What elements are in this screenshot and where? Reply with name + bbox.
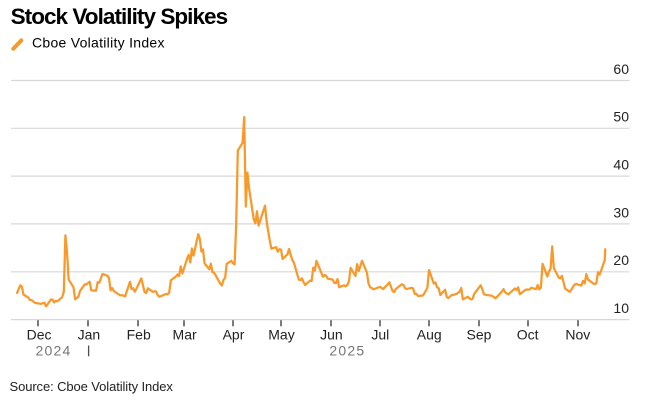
svg-text:20: 20: [613, 252, 629, 268]
svg-text:60: 60: [613, 61, 629, 77]
svg-text:30: 30: [613, 204, 629, 220]
svg-text:Mar: Mar: [173, 327, 197, 343]
svg-text:Jan: Jan: [78, 327, 101, 343]
svg-text:May: May: [268, 327, 294, 343]
svg-text:10: 10: [613, 300, 629, 316]
svg-text:Apr: Apr: [223, 327, 245, 343]
svg-text:Aug: Aug: [417, 327, 442, 343]
svg-text:Sep: Sep: [467, 327, 492, 343]
svg-text:Jun: Jun: [320, 327, 343, 343]
svg-text:Nov: Nov: [565, 327, 590, 343]
svg-text:Cboe Volatility Index: Cboe Volatility Index: [32, 35, 165, 51]
svg-text:Feb: Feb: [127, 327, 151, 343]
svg-text:Source: Cboe Volatility Index: Source: Cboe Volatility Index: [10, 379, 174, 394]
svg-text:2024: 2024: [36, 343, 72, 359]
svg-text:40: 40: [613, 157, 629, 173]
svg-text:50: 50: [613, 109, 629, 125]
svg-text:2025: 2025: [329, 343, 365, 359]
svg-text:Dec: Dec: [27, 327, 52, 343]
svg-text:Jul: Jul: [371, 327, 389, 343]
svg-text:Oct: Oct: [517, 327, 539, 343]
